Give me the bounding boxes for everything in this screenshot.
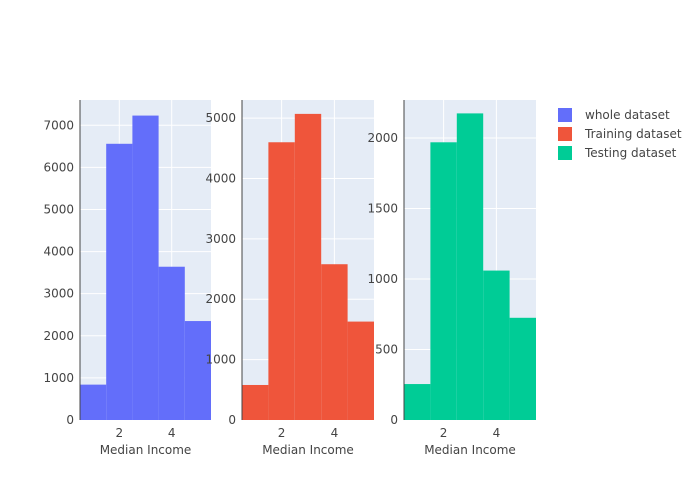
y-tick-label: 5000: [43, 202, 74, 216]
x-tick-label: 2: [115, 426, 123, 440]
legend-label: whole dataset: [585, 108, 670, 122]
histogram-bar[interactable]: [404, 384, 431, 420]
y-tick-label: 3000: [43, 287, 74, 301]
subplot-1: 0 1000 2000 3000 4000 5000 6000 7000 2 4 Median In…: [43, 100, 211, 457]
legend-label: Training dataset: [584, 127, 682, 141]
x-tick-label: 2: [278, 426, 286, 440]
histogram-bar[interactable]: [80, 384, 107, 420]
x-tick-label: 4: [331, 426, 339, 440]
histogram-bar[interactable]: [184, 321, 211, 420]
histogram-bar[interactable]: [242, 384, 269, 420]
x-axis-title: Median Income: [424, 443, 516, 457]
y-tick-label: 1000: [367, 272, 398, 286]
x-tick-label: 4: [168, 426, 176, 440]
y-tick-label: 0: [66, 413, 74, 427]
legend-swatch: [558, 146, 572, 160]
subplot-2: 0 1000 2000 3000 4000 5000 2 4 Median Income: [205, 100, 374, 457]
y-tick-label: 500: [375, 343, 398, 357]
histogram-bar[interactable]: [509, 317, 536, 420]
y-tick-label: 1500: [367, 202, 398, 216]
histogram-bar[interactable]: [158, 266, 185, 420]
x-tick-label: 2: [440, 426, 448, 440]
histogram-bar[interactable]: [132, 115, 159, 420]
x-tick-label: 4: [493, 426, 501, 440]
y-tick-label: 4000: [43, 245, 74, 259]
x-axis-title: Median Income: [100, 443, 192, 457]
legend-item[interactable]: whole dataset: [558, 108, 670, 122]
x-axis-title: Median Income: [262, 443, 354, 457]
y-tick-label: 6000: [43, 160, 74, 174]
histogram-bar[interactable]: [430, 142, 457, 420]
y-tick-label: 3000: [205, 232, 236, 246]
y-tick-label: 2000: [205, 292, 236, 306]
y-tick-label: 1000: [205, 353, 236, 367]
y-tick-label: 0: [390, 413, 398, 427]
histogram-bar[interactable]: [268, 142, 295, 420]
y-tick-label: 7000: [43, 118, 74, 132]
legend-swatch: [558, 108, 572, 122]
histogram-bar[interactable]: [106, 143, 133, 420]
histogram-bar[interactable]: [321, 264, 348, 420]
histogram-bar[interactable]: [294, 113, 322, 421]
y-tick-label: 0: [228, 413, 236, 427]
subplot-3: 0 500 1000 1500 2000 2 4 Median Income: [367, 100, 536, 457]
y-tick-label: 5000: [205, 111, 236, 125]
histogram-bar[interactable]: [347, 321, 374, 420]
legend-item[interactable]: Testing dataset: [558, 146, 677, 160]
legend-item[interactable]: Training dataset: [558, 127, 682, 141]
y-tick-label: 2000: [367, 131, 398, 145]
histogram-bar[interactable]: [483, 270, 510, 420]
legend-label: Testing dataset: [584, 146, 677, 160]
histogram-bar[interactable]: [456, 113, 484, 421]
legend: whole dataset Training dataset Testing dat…: [558, 108, 682, 160]
legend-swatch: [558, 127, 572, 141]
y-tick-label: 2000: [43, 329, 74, 343]
y-tick-label: 4000: [205, 171, 236, 185]
y-tick-label: 1000: [43, 371, 74, 385]
